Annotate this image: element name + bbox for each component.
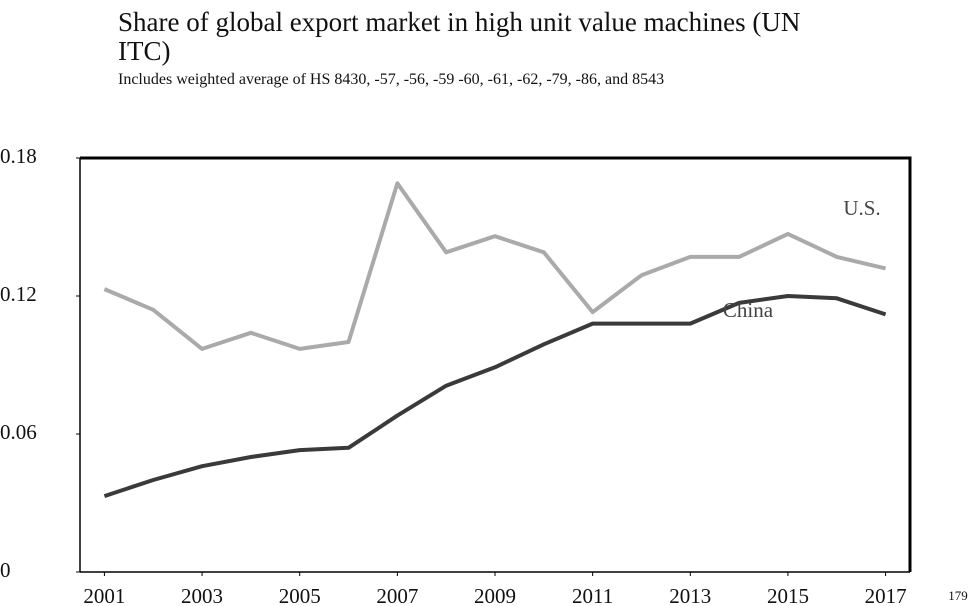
y-tick-label: 0.18 [0, 144, 37, 168]
x-tick-label: 2013 [669, 584, 711, 606]
chart-title: Share of global export market in high un… [118, 7, 801, 66]
x-tick-label: 2015 [767, 584, 809, 606]
chart-subtitle: Includes weighted average of HS 8430, -5… [118, 71, 665, 88]
y-tick-label: 0 [0, 558, 11, 582]
series-line [103, 181, 887, 351]
x-tick-label: 2003 [181, 584, 223, 606]
x-tick-label: 2011 [572, 584, 613, 606]
x-tick-label: 2005 [279, 584, 321, 606]
x-tick-label: 2007 [376, 584, 418, 606]
y-tick-label: 0.06 [0, 420, 37, 444]
page-number: 179 [948, 588, 968, 603]
x-tick-label: 2009 [474, 584, 516, 606]
y-tick-label: 0.12 [0, 282, 37, 306]
series-label: China [723, 298, 774, 322]
x-tick-label: 2001 [83, 584, 125, 606]
series-label: U.S. [843, 196, 880, 220]
x-tick-label: 2017 [865, 584, 907, 606]
series-line [103, 294, 887, 498]
